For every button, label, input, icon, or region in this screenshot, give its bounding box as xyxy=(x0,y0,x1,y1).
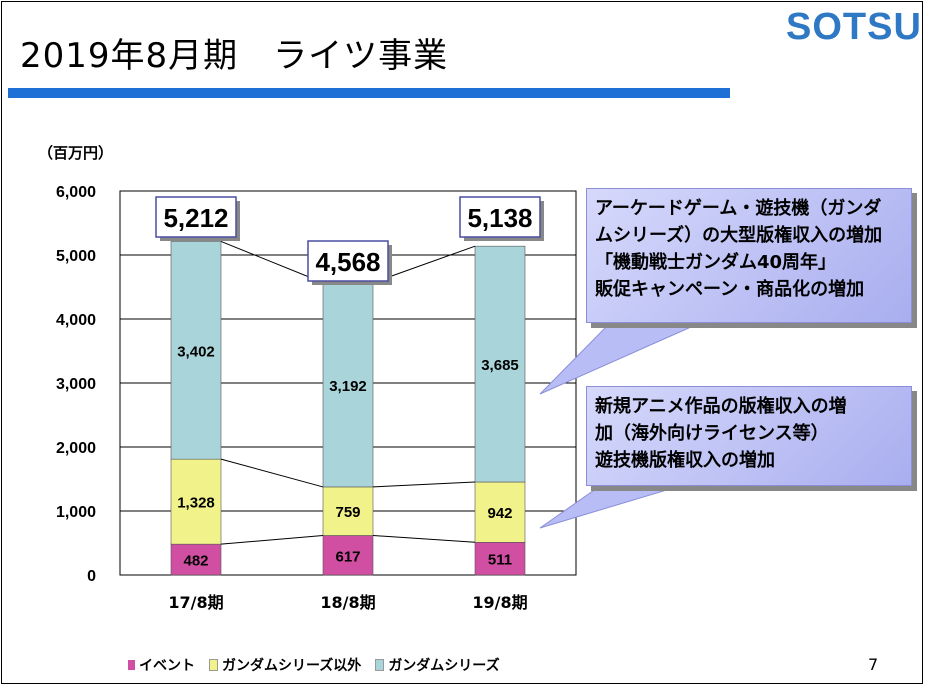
bar-segment xyxy=(322,535,374,576)
company-logo: SOTSU xyxy=(786,6,922,48)
y-tick-label: 5,000 xyxy=(56,248,96,265)
bar-segment xyxy=(322,282,374,488)
legend-item-gundam-other: ガンダムシリーズ以外 xyxy=(209,655,361,675)
data-label: 1,328 xyxy=(177,495,215,512)
data-label: 511 xyxy=(488,552,512,569)
total-label: 5,212 xyxy=(163,203,228,233)
total-box xyxy=(459,196,541,238)
connector-line xyxy=(220,458,324,488)
callout-other-increase: 新規アニメ作品の版権収入の増 加（海外向けライセンス等） 遊技機版権収入の増加 xyxy=(586,386,912,486)
bar-segment xyxy=(170,241,222,460)
legend-label: イベント xyxy=(139,658,195,674)
bar-segment xyxy=(474,245,526,483)
total-box xyxy=(307,240,389,282)
bar-segment xyxy=(170,543,222,576)
bar-segment xyxy=(474,541,526,576)
connector-line xyxy=(220,240,324,284)
connector-line xyxy=(220,535,324,545)
y-tick-label: 1,000 xyxy=(56,504,96,521)
legend-label: ガンダムシリーズ以外 xyxy=(222,658,362,674)
legend-item-gundam: ガンダムシリーズ xyxy=(375,655,500,675)
data-label: 759 xyxy=(335,504,360,521)
callout-pointer xyxy=(539,322,701,395)
callout-line: アーケードゲーム・遊技機（ガンダ xyxy=(595,198,882,219)
callout-line: 販促キャンペーン・商品化の増加 xyxy=(595,279,865,300)
total-label: 5,138 xyxy=(467,203,532,233)
callout-gundam-increase: アーケードゲーム・遊技機（ガンダ ムシリーズ）の大型版権収入の増加 「機動戦士ガ… xyxy=(586,188,912,323)
y-tick-label: 2,000 xyxy=(56,440,96,457)
callout-line: 「機動戦士ガンダム40周年」 xyxy=(595,252,837,273)
title-underline xyxy=(8,88,730,98)
x-tick-label: 17/8期 xyxy=(168,593,223,612)
legend-swatch xyxy=(128,660,135,670)
connector-line xyxy=(372,535,476,543)
bar-segment xyxy=(474,481,526,543)
connector-line xyxy=(372,481,476,488)
bar-segment xyxy=(322,486,374,536)
y-tick-label: 4,000 xyxy=(56,312,96,329)
data-label: 3,685 xyxy=(481,357,519,374)
callout-line: 遊技機版権収入の増加 xyxy=(595,450,775,471)
total-label: 4,568 xyxy=(315,247,380,277)
x-tick-label: 19/8期 xyxy=(472,593,527,612)
page-number: 7 xyxy=(868,655,879,674)
bar-segment xyxy=(170,458,222,545)
data-label: 942 xyxy=(487,505,512,522)
total-box xyxy=(155,196,237,238)
y-tick-label: 3,000 xyxy=(56,376,96,393)
data-label: 3,192 xyxy=(329,378,367,395)
unit-label: （百万円） xyxy=(38,144,114,162)
legend-swatch xyxy=(209,659,218,671)
legend-label: ガンダムシリーズ xyxy=(388,658,500,674)
legend-swatch xyxy=(375,659,385,671)
data-label: 3,402 xyxy=(177,343,215,360)
legend-item-event: イベント xyxy=(128,655,195,675)
callout-pointer xyxy=(539,485,681,529)
callout-line: 新規アニメ作品の版権収入の増 xyxy=(595,396,847,417)
chart-legend: イベント ガンダムシリーズ以外 ガンダムシリーズ xyxy=(128,655,500,675)
y-tick-label: 0 xyxy=(87,568,96,585)
data-label: 617 xyxy=(335,548,360,565)
y-tick-label: 6,000 xyxy=(56,184,96,201)
data-label: 482 xyxy=(183,553,208,570)
x-tick-label: 18/8期 xyxy=(320,593,375,612)
callout-line: 加（海外向けライセンス等） xyxy=(595,423,829,444)
page-title: 2019年8月期 ライツ事業 xyxy=(20,36,449,76)
callout-line: ムシリーズ）の大型版権収入の増加 xyxy=(595,225,883,246)
